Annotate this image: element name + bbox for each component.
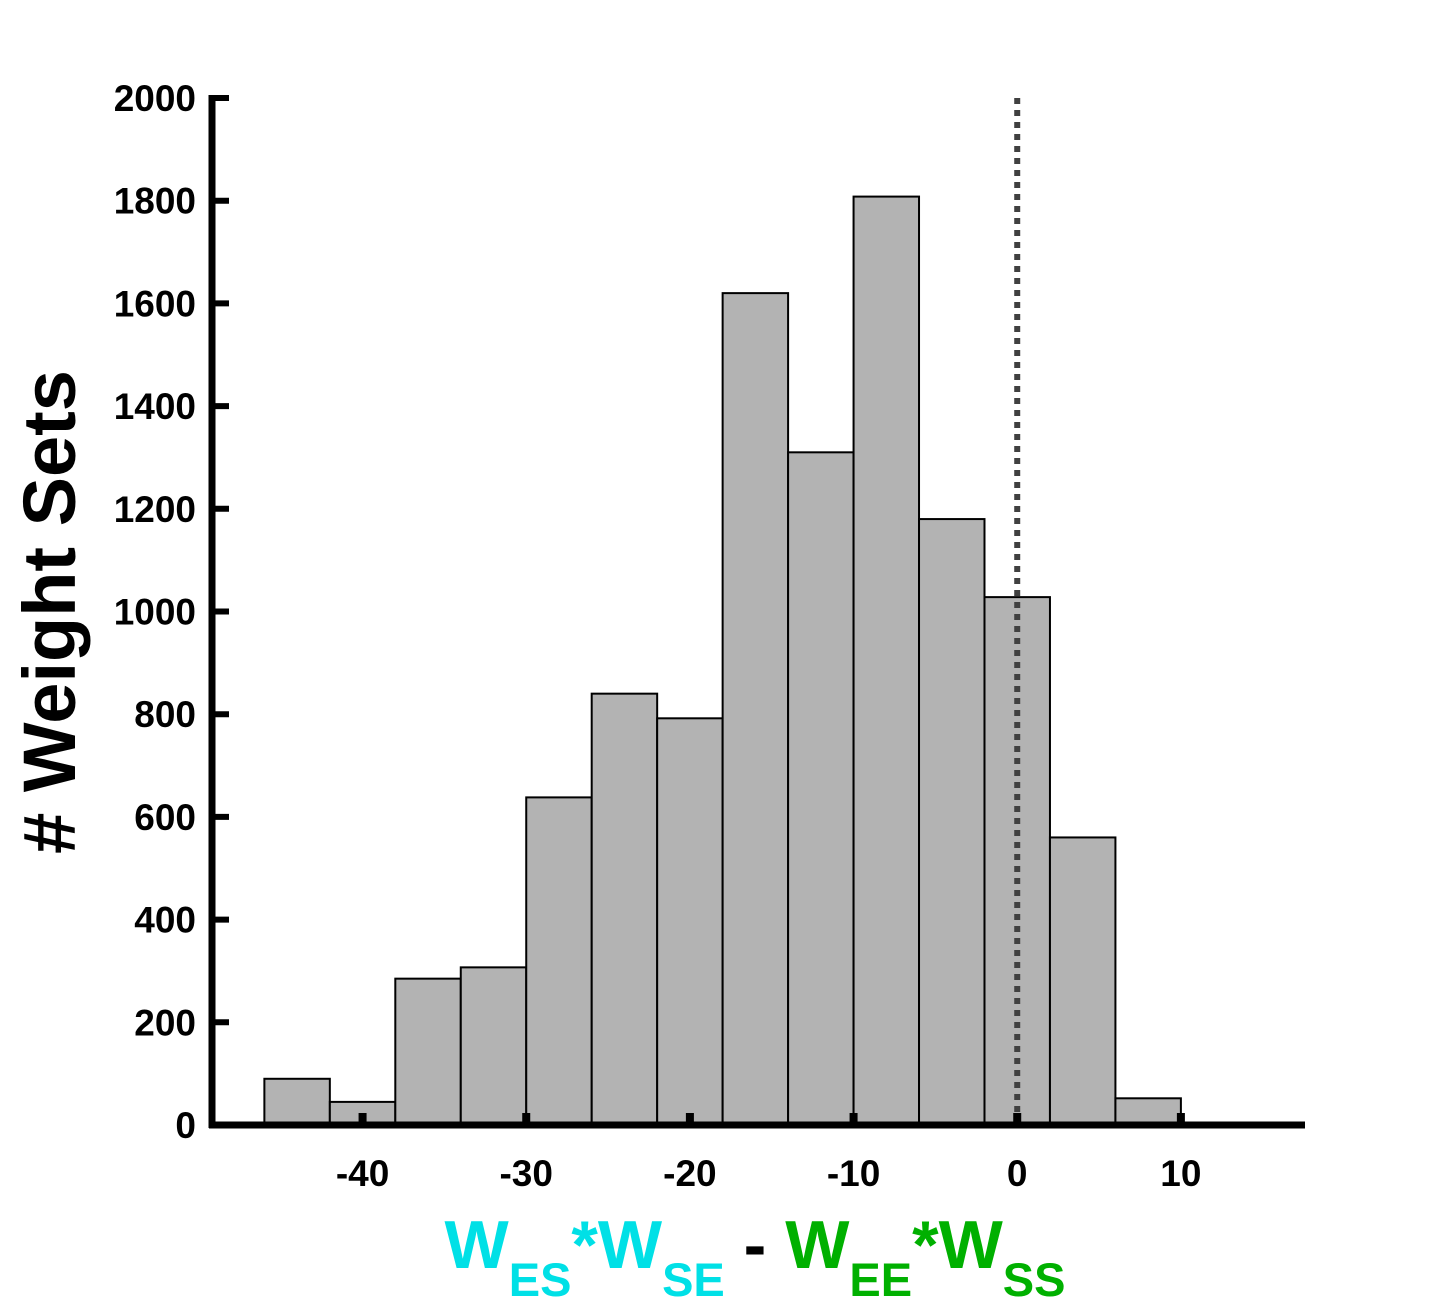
x-label-part-8: SS <box>1003 1253 1066 1306</box>
histogram-bar-10 <box>918 518 986 1126</box>
y-tick-label-200: 200 <box>134 1002 196 1043</box>
y-tick-label-600: 600 <box>134 797 196 838</box>
histogram-bar-4 <box>525 796 593 1127</box>
x-label-part-7: *W <box>912 1207 1003 1283</box>
y-ticks: 0 200 400 600 800 1000 1200 1400 1600 1800 2000 <box>114 78 229 1146</box>
histogram-bar-8 <box>787 451 855 1126</box>
x-tick-label-0: 0 <box>1007 1153 1028 1194</box>
y-tick-label-2000: 2000 <box>114 78 196 119</box>
x-label-part-1: ES <box>509 1253 572 1306</box>
x-tick-label--30: -30 <box>499 1153 552 1194</box>
x-axis-label: WES*WSE - WEE*WSS <box>445 1207 1066 1306</box>
y-axis-label: # Weight Sets <box>8 370 91 854</box>
x-label-part-6: EE <box>849 1253 912 1306</box>
histogram-bars <box>263 195 1248 1127</box>
histogram-bar-9 <box>852 195 921 1127</box>
x-label-part-3: SE <box>662 1253 725 1306</box>
histogram-bar-12 <box>1048 836 1117 1126</box>
y-tick-label-0: 0 <box>175 1105 196 1146</box>
x-tick-label-10: 10 <box>1160 1153 1201 1194</box>
x-label-part-5: W <box>785 1207 850 1283</box>
histogram-bar-5 <box>590 692 659 1126</box>
x-tick-label--20: -20 <box>663 1153 716 1194</box>
y-tick-label-1200: 1200 <box>114 489 196 530</box>
x-tick-label--40: -40 <box>336 1153 389 1194</box>
histogram-bar-3 <box>459 966 528 1127</box>
y-tick-label-400: 400 <box>134 900 196 941</box>
histogram-bar-2 <box>394 977 462 1127</box>
y-tick-label-1600: 1600 <box>114 283 196 324</box>
histogram-bar-7 <box>721 292 790 1126</box>
y-tick-label-800: 800 <box>134 694 196 735</box>
x-label-part-2: *W <box>571 1207 662 1283</box>
histogram-bar-6 <box>656 717 724 1126</box>
x-label-part-4: - <box>725 1207 785 1283</box>
histogram-bar-13 <box>1114 1097 1182 1126</box>
y-tick-label-1400: 1400 <box>114 386 196 427</box>
y-tick-label-1800: 1800 <box>114 181 196 222</box>
x-label-part-0: W <box>445 1207 510 1283</box>
y-tick-label-1000: 1000 <box>114 592 196 633</box>
x-tick-label--10: -10 <box>827 1153 880 1194</box>
x-ticks: -40 -30 -20 -10 0 10 <box>336 1113 1201 1194</box>
histogram-bar-0 <box>263 1077 331 1127</box>
